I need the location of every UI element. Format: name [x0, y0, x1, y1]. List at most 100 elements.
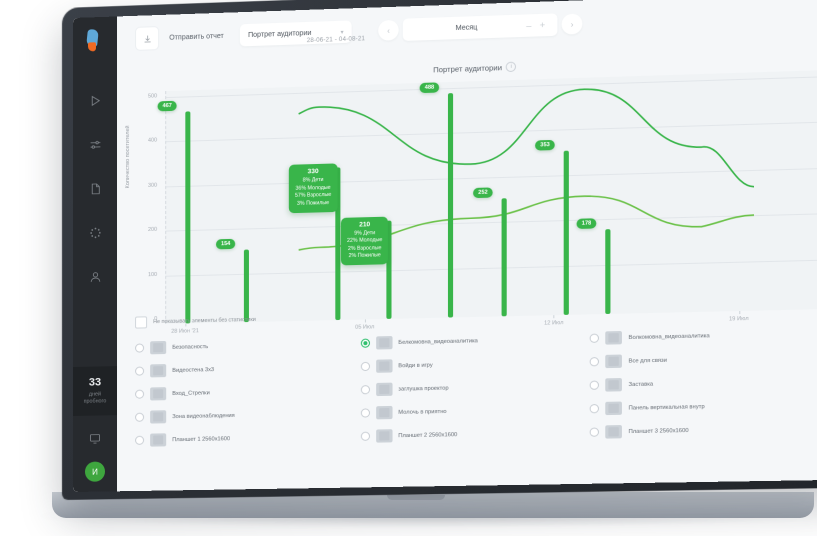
- thumbnail-icon: [605, 331, 623, 345]
- period-increase-button[interactable]: +: [539, 19, 546, 30]
- chart-bar[interactable]: [563, 150, 569, 315]
- sidebar-item-play[interactable]: [80, 85, 110, 116]
- sliders-icon: [90, 140, 100, 149]
- thumbnail-icon: [375, 382, 393, 397]
- thumbnail-icon: [605, 425, 623, 439]
- chart-title-text: Портрет аудитории: [433, 62, 502, 74]
- sidebar-item-loading[interactable]: [80, 217, 110, 248]
- next-period-button[interactable]: ›: [561, 13, 583, 35]
- legend-radio[interactable]: [135, 343, 145, 353]
- legend-item-label: Зона видеонаблюдения: [172, 412, 235, 420]
- laptop-screen: 33 дней пробного И: [73, 0, 817, 492]
- chart-bar[interactable]: [501, 198, 507, 317]
- legend-list: Не показывать элементы без статистики Бе…: [117, 300, 817, 491]
- legend-item-label: Панель вертикальная внутр: [628, 403, 705, 412]
- legend-radio[interactable]: [590, 357, 600, 367]
- chart-tooltip: 210 9% Дети 22% Молодые 2% Взрослые 2% Пожил…: [340, 216, 389, 266]
- download-report-button[interactable]: [135, 26, 160, 51]
- loading-icon: [89, 227, 101, 238]
- thumbnail-icon: [150, 364, 167, 378]
- period-decrease-button[interactable]: –: [526, 19, 532, 31]
- legend-item-label: Планшет 2 2560х1600: [398, 431, 458, 439]
- legend-item-label: Волкомовна_видеоаналитика: [628, 332, 710, 341]
- legend-radio[interactable]: [590, 380, 600, 390]
- app-logo-icon[interactable]: [84, 29, 106, 56]
- thumbnail-icon: [605, 401, 623, 416]
- app-window: 33 дней пробного И: [73, 0, 817, 492]
- main-content: Отправить отчет Портрет аудитории ▾ ‹ Ме…: [117, 0, 817, 492]
- legend-item-label: Войди в игру: [398, 362, 433, 369]
- legend-column: Волкомовна_видеоаналитика Все для связи За…: [590, 321, 817, 444]
- chart-value-badge: 353: [535, 140, 555, 151]
- sidebar-item-user[interactable]: [80, 261, 110, 292]
- list-item[interactable]: Планшет 1 2560х1600: [135, 425, 360, 452]
- legend-radio[interactable]: [135, 389, 145, 399]
- legend-column: Белкомовна_видеоаналитика Войди в игру заг…: [360, 327, 590, 448]
- prev-period-button[interactable]: ‹: [378, 19, 399, 41]
- period-value: Месяц: [455, 23, 478, 32]
- legend-item-label: Планшет 1 2560х1600: [172, 435, 231, 443]
- legend-radio[interactable]: [135, 435, 145, 445]
- chart-value-badge: 154: [215, 238, 236, 249]
- list-item[interactable]: Планшет 2 2560х1600: [360, 421, 590, 448]
- sidebar-item-monitor[interactable]: [80, 423, 110, 454]
- app-sidebar: 33 дней пробного И: [73, 16, 118, 492]
- legend-column: Безопасность Видеостена 3х3 Вход_Стрелки Зо…: [135, 332, 360, 452]
- avatar[interactable]: И: [84, 461, 105, 482]
- hide-empty-label: Не показывать элементы без статистики: [153, 316, 256, 326]
- legend-radio[interactable]: [135, 366, 145, 376]
- sidebar-item-documents[interactable]: [80, 173, 110, 204]
- period-navigator: ‹ Месяц – + ›: [378, 13, 583, 42]
- legend-radio[interactable]: [590, 427, 600, 437]
- legend-item-label: Видеостена 3х3: [172, 366, 215, 374]
- thumbnail-icon: [150, 433, 167, 447]
- thumbnail-icon: [375, 429, 393, 443]
- thumbnail-icon: [150, 410, 167, 424]
- legend-item-label: Белкомовна_видеоаналитика: [398, 337, 478, 346]
- sidebar-item-sliders[interactable]: [80, 129, 110, 160]
- chart-bar[interactable]: [243, 249, 249, 323]
- list-item[interactable]: Планшет 3 2560х1600: [590, 416, 817, 444]
- chart-value-badge: 252: [473, 187, 493, 199]
- monitor-icon: [89, 433, 100, 444]
- thumbnail-icon: [375, 405, 393, 420]
- chart-value-badge: 178: [576, 218, 597, 229]
- trial-days-label: дней пробного: [83, 391, 107, 405]
- chart-bar[interactable]: [185, 111, 191, 324]
- hide-empty-checkbox[interactable]: [135, 316, 148, 329]
- tooltip-row: 2% Пожилые: [348, 252, 381, 260]
- legend-item-label: Все для связи: [628, 357, 667, 365]
- report-type-value: Портрет аудитории: [248, 29, 312, 39]
- chart-bar[interactable]: [605, 229, 611, 314]
- toolbar: Отправить отчет Портрет аудитории ▾ ‹ Ме…: [117, 0, 817, 63]
- legend-item-label: Молочь в приятно: [398, 408, 447, 416]
- date-range-label: 28-06-21 - 04-08-21: [306, 36, 366, 45]
- thumbnail-icon: [605, 378, 623, 392]
- legend-radio[interactable]: [590, 403, 600, 414]
- info-icon[interactable]: i: [506, 61, 517, 73]
- y-axis-tick: 500: [147, 93, 158, 100]
- chart-bar[interactable]: [447, 93, 454, 318]
- trial-days-count: 33: [88, 376, 102, 389]
- legend-radio[interactable]: [360, 338, 370, 348]
- sidebar-bottom: 33 дней пробного И: [73, 366, 118, 492]
- legend-radio[interactable]: [360, 361, 370, 372]
- chart-value-badge: 488: [419, 82, 440, 94]
- legend-radio[interactable]: [360, 431, 370, 441]
- legend-item-label: Безопасность: [172, 343, 209, 351]
- chart-plot-area: Количество посетителей 0 100 200 300 400 500 …: [117, 69, 817, 344]
- tooltip-value: 330: [307, 168, 319, 176]
- y-axis-tick: 200: [147, 226, 158, 234]
- tooltip-row: 3% Пожилые: [297, 199, 330, 207]
- legend-columns: Безопасность Видеостена 3х3 Вход_Стрелки Зо…: [135, 321, 817, 451]
- legend-radio[interactable]: [135, 412, 145, 422]
- chart-tooltip: 330 8% Дети 36% Молодые 57% Взрослые 3% Пожи…: [288, 163, 338, 214]
- thumbnail-icon: [605, 354, 623, 369]
- period-selector[interactable]: Месяц – +: [402, 13, 558, 41]
- legend-radio[interactable]: [360, 408, 370, 418]
- legend-radio[interactable]: [590, 333, 600, 343]
- send-report-label[interactable]: Отправить отчет: [169, 32, 224, 42]
- legend-radio[interactable]: [360, 385, 370, 395]
- legend-item-label: Вход_Стрелки: [172, 389, 210, 397]
